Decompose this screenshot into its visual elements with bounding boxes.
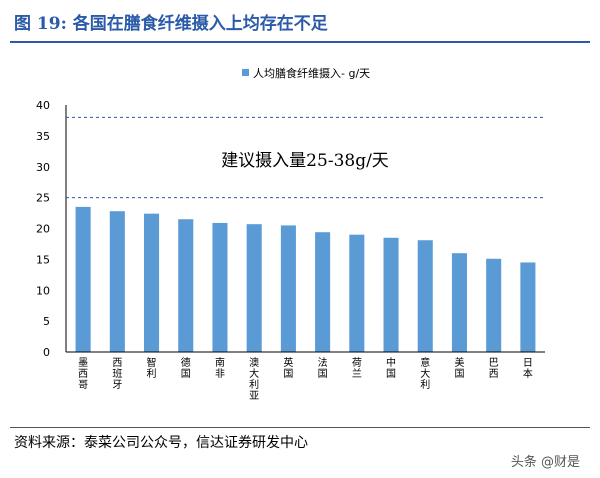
y-tick-label: 25 <box>36 192 50 205</box>
y-tick-label: 35 <box>36 130 50 143</box>
legend-swatch <box>242 69 249 76</box>
bar-9 <box>383 237 399 352</box>
bar-10 <box>417 240 433 352</box>
bar-12 <box>486 258 502 352</box>
category-label: 荷兰 <box>352 357 362 380</box>
bar-6 <box>280 225 296 352</box>
bar-4 <box>212 222 228 352</box>
figure-title: 图 19: 各国在膳食纤维摄入上均存在不足 <box>14 14 328 34</box>
category-label: 法国 <box>318 356 328 380</box>
bar-11 <box>451 253 467 352</box>
category-label: 西班牙 <box>112 358 122 391</box>
category-label: 德国 <box>181 356 191 380</box>
category-label: 意大利 <box>420 356 430 391</box>
category-label: 墨西哥 <box>78 357 88 391</box>
legend-label: 人均膳食纤维摄入- g/天 <box>253 66 370 80</box>
category-label: 日本 <box>523 358 533 380</box>
bar-chart: 人均膳食纤维摄入- g/天 0 5 10 15 20 25 30 35 40 建议摄入量25-38g… <box>36 66 545 402</box>
recommended-intake-annotation: 建议摄入量25-38g/天 <box>221 151 389 171</box>
footer-divider <box>10 427 590 428</box>
category-label: 澳大利亚 <box>249 356 259 402</box>
y-tick-label: 20 <box>36 223 50 236</box>
y-tick-label: 40 <box>36 99 50 112</box>
bar-13 <box>520 262 536 352</box>
y-tick-label: 0 <box>43 346 50 359</box>
category-label: 中国 <box>386 356 396 380</box>
watermark: 头条 @财是 <box>510 455 580 470</box>
bar-1 <box>109 211 125 352</box>
y-tick-label: 30 <box>36 161 50 174</box>
y-tick-label: 5 <box>43 315 50 328</box>
category-label: 智利 <box>147 356 157 380</box>
source-note: 资料来源：泰菜公司公众号，信达证券研发中心 <box>14 435 308 451</box>
bar-8 <box>349 234 365 352</box>
bar-5 <box>246 224 262 352</box>
category-label: 美国 <box>454 356 464 380</box>
y-tick-label: 10 <box>36 284 50 297</box>
y-tick-label: 15 <box>36 253 50 266</box>
bar-2 <box>144 213 160 352</box>
category-label: 巴西 <box>489 357 499 380</box>
bar-3 <box>178 219 194 352</box>
bar-0 <box>75 206 91 352</box>
category-label: 南非 <box>215 356 225 380</box>
title-divider <box>10 41 590 43</box>
category-label: 英国 <box>283 356 293 380</box>
bar-7 <box>315 232 331 352</box>
